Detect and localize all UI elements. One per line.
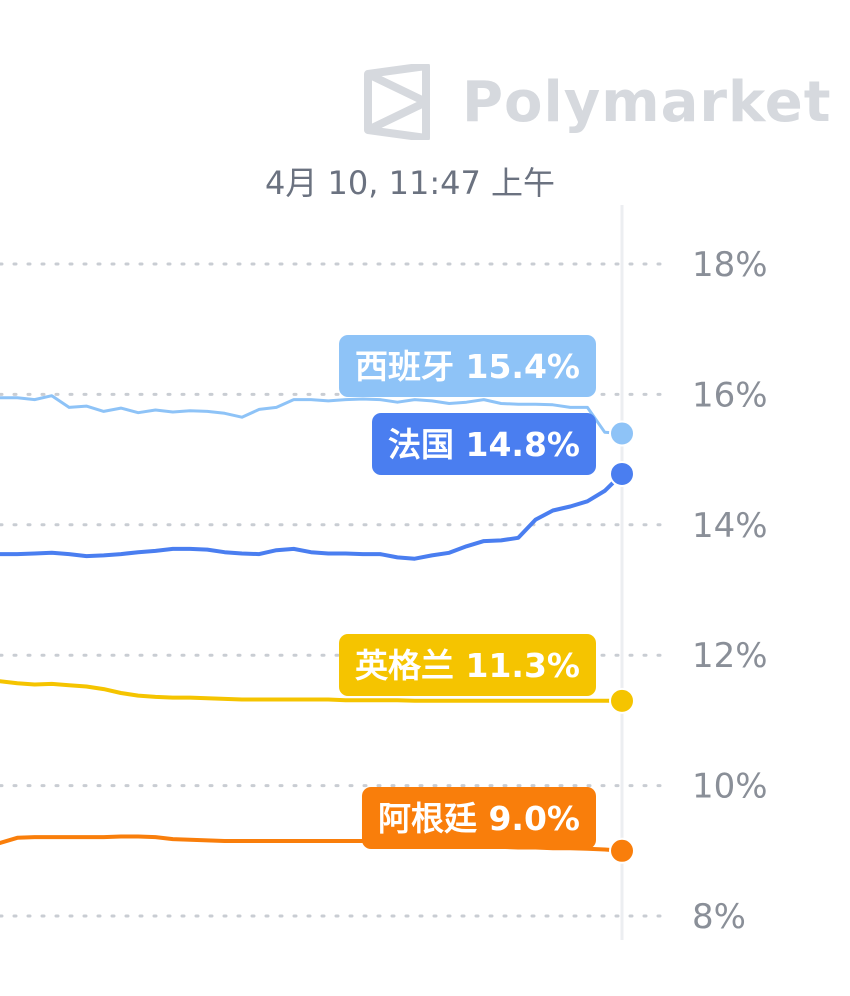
series-label-text: 阿根廷 9.0% xyxy=(378,799,580,838)
series-label-1: 法国 14.8% xyxy=(372,413,596,475)
brand-name: Polymarket xyxy=(462,69,832,135)
series-label-text: 英格兰 11.3% xyxy=(355,646,580,685)
series-label-bg xyxy=(372,413,596,475)
series-label-bg xyxy=(361,787,596,849)
series-label-text: 西班牙 15.4% xyxy=(355,347,580,386)
series-labels: 西班牙 15.4% 法国 14.8% 英格兰 11.3% 阿根廷 9.0% xyxy=(339,335,596,849)
y-tick-label: 14% xyxy=(692,506,768,546)
series-endpoint-1 xyxy=(609,460,635,487)
series-line-2 xyxy=(0,679,624,703)
series-label-0: 西班牙 15.4% xyxy=(339,335,596,397)
series-label-bg xyxy=(339,634,596,696)
series-label-3: 阿根廷 9.0% xyxy=(361,787,596,849)
y-tick-label: 10% xyxy=(692,767,768,807)
y-tick-label: 8% xyxy=(692,897,746,937)
series-endpoint-0 xyxy=(609,420,635,447)
series-line-0 xyxy=(0,394,624,435)
y-axis-ticks: 18% 16% 14% 12% 10% 8% xyxy=(692,245,768,937)
y-tick-label: 16% xyxy=(692,375,768,415)
series-label-2: 英格兰 11.3% xyxy=(339,634,596,696)
series-label-bg xyxy=(339,335,596,397)
series-line-1 xyxy=(0,471,624,561)
series-endpoint-2 xyxy=(609,687,635,714)
series-label-text: 法国 14.8% xyxy=(388,425,580,464)
y-tick-label: 12% xyxy=(692,636,768,676)
brand-logo: Polymarket xyxy=(362,62,831,142)
series-endpoint-3 xyxy=(609,837,635,864)
hover-timestamp: 4月 10, 11:47 上午 xyxy=(265,164,555,202)
polymarket-logo-icon xyxy=(364,64,430,140)
y-tick-label: 18% xyxy=(692,245,768,285)
